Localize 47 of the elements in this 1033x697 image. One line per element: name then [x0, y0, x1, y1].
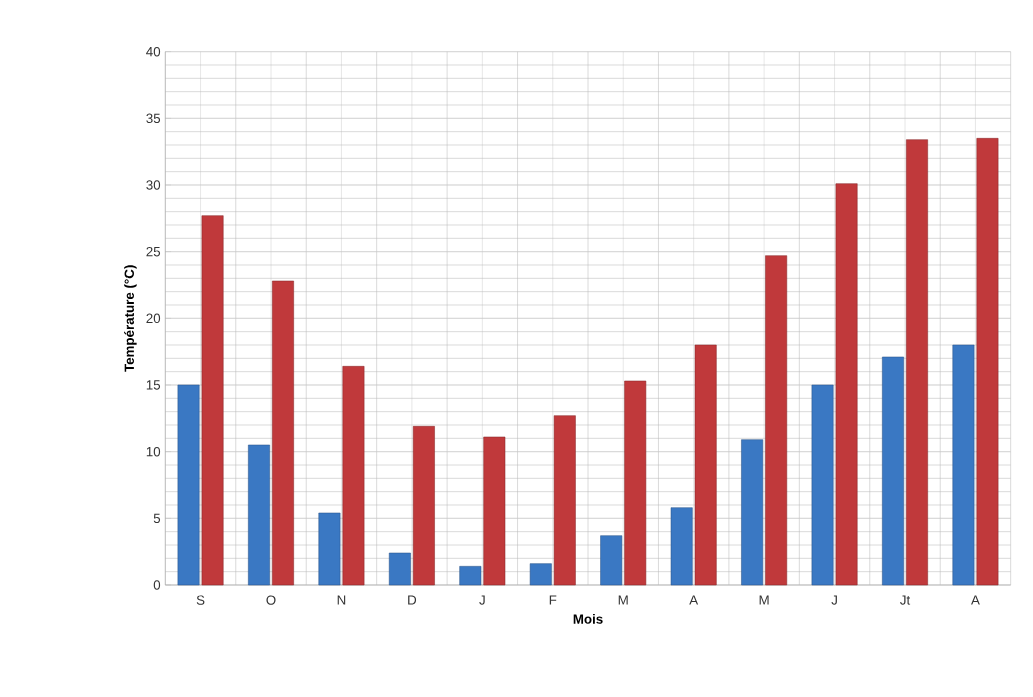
- bar: [459, 566, 482, 586]
- bar: [600, 535, 623, 586]
- bar: [624, 380, 647, 586]
- x-tick-label: A: [689, 595, 699, 605]
- bar: [906, 139, 928, 586]
- x-tick-label: F: [549, 595, 557, 605]
- y-tick-label: 0: [153, 580, 161, 590]
- bar: [882, 356, 904, 586]
- y-tick-label: 10: [146, 446, 161, 457]
- bar: [835, 183, 858, 586]
- bar: [670, 507, 693, 586]
- bar: [248, 444, 270, 586]
- y-tick-label: 35: [146, 113, 161, 124]
- bar: [553, 415, 576, 586]
- x-tick-label: M: [618, 595, 628, 605]
- bar: [388, 552, 411, 586]
- bar: [529, 563, 552, 586]
- y-tick-label: 20: [146, 313, 161, 324]
- bar: [741, 439, 764, 586]
- x-tick-label: D: [408, 595, 417, 605]
- x-tick-label: S: [196, 595, 205, 605]
- x-tick-label: J: [479, 595, 485, 605]
- bar: [272, 280, 294, 586]
- bar: [412, 426, 435, 586]
- bar: [201, 215, 224, 586]
- bar: [342, 366, 365, 586]
- bar: [694, 344, 717, 586]
- y-tick-label: 30: [146, 180, 161, 190]
- x-tick-label: J: [831, 595, 837, 605]
- bar: [811, 384, 834, 586]
- x-tick-label: O: [266, 595, 276, 605]
- y-tick-label: 5: [153, 513, 161, 523]
- x-tick-label: Jt: [900, 595, 911, 605]
- bar: [177, 384, 200, 586]
- x-tick-label: M: [759, 595, 769, 605]
- x-axis-title: Mois: [573, 614, 603, 624]
- y-tick-label: 25: [146, 246, 161, 257]
- x-tick-label: N: [337, 595, 346, 605]
- bar: [318, 512, 341, 586]
- bar: [765, 255, 788, 586]
- y-tick-label: 15: [146, 380, 161, 390]
- y-tick-label: 40: [146, 46, 161, 57]
- y-axis-title: Température (°C): [124, 265, 137, 372]
- bar: [976, 138, 999, 586]
- bar: [952, 344, 975, 586]
- bar: [483, 436, 506, 586]
- x-tick-label: A: [971, 595, 980, 605]
